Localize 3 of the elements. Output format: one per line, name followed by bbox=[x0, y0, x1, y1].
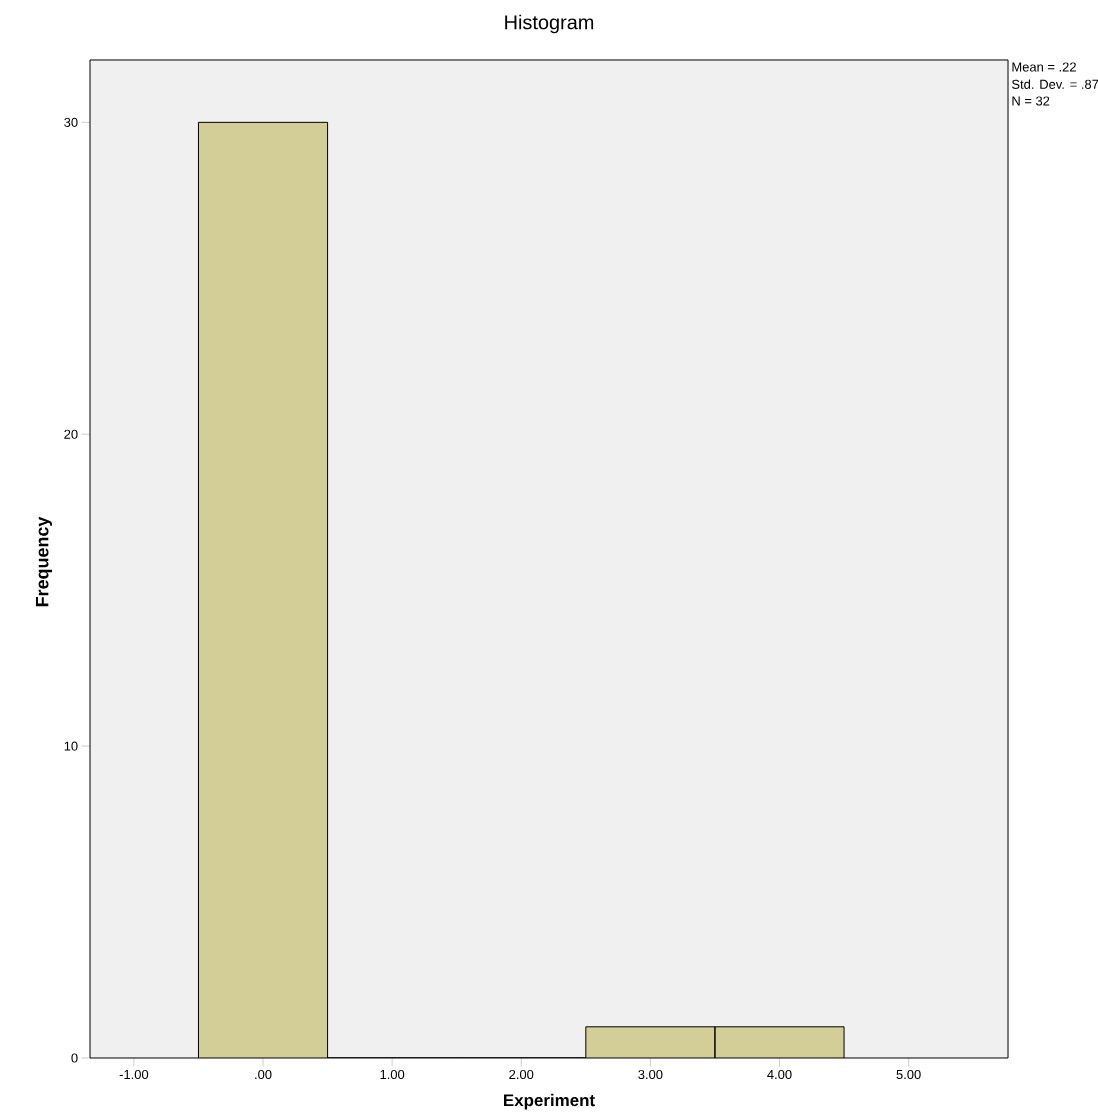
y-axis-title: Frequency bbox=[35, 516, 52, 607]
x-axis-title: Experiment bbox=[503, 1093, 595, 1110]
chart-title: Histogram bbox=[504, 14, 593, 34]
